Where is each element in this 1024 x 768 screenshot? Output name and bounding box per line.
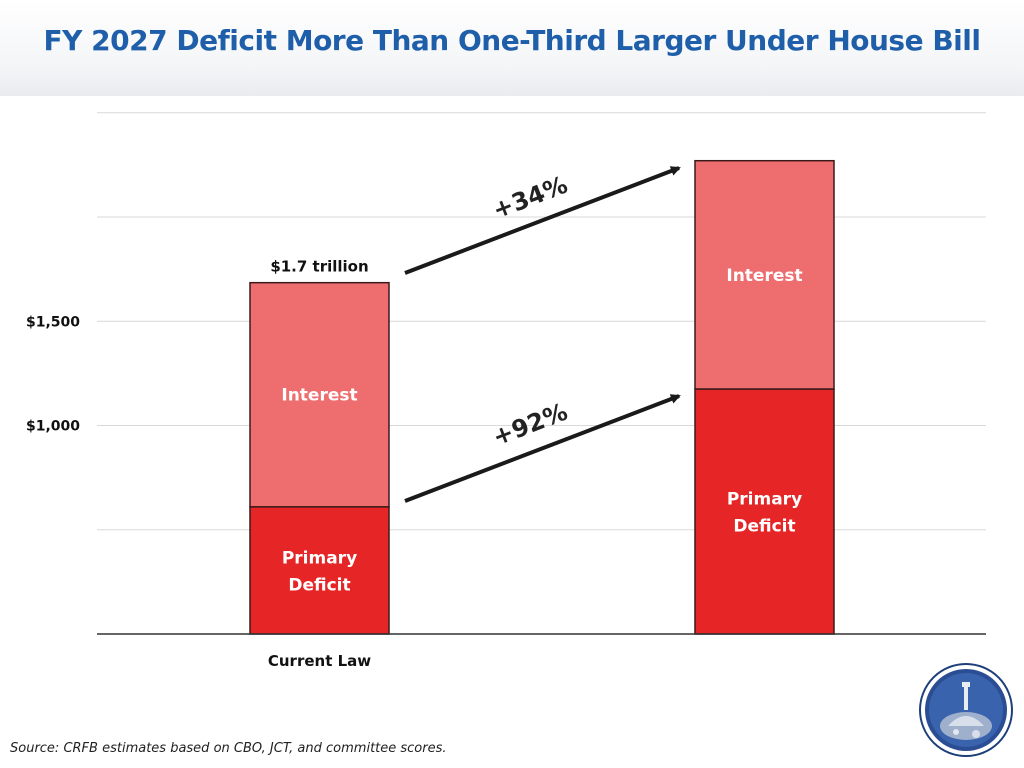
source-note: Source: CRFB estimates based on CBO, JCT…: [10, 741, 447, 756]
bar-segment-primary-deficit: [249, 506, 390, 635]
annotation-arrow: [404, 394, 681, 503]
annotation-arrow: [404, 166, 681, 275]
segment-label: Primary Deficit: [282, 548, 357, 595]
title-band: [0, 0, 1024, 96]
y-tick-label: $1,000: [26, 419, 80, 435]
bar-segment-interest: [694, 159, 835, 390]
y-tick-label: $1,500: [26, 314, 80, 330]
chart-title: FY 2027 Deficit More Than One-Third Larg…: [43, 24, 981, 57]
segment-label: Primary Deficit: [727, 490, 802, 537]
total-label: $1.7 trillion: [270, 258, 368, 276]
x-category-label: Current Law: [268, 652, 371, 670]
capitol-dome-seal-icon: [919, 663, 1013, 757]
annotation-label: +34%: [489, 171, 571, 225]
bar-segment-interest: [249, 281, 390, 508]
segment-label: Interest: [281, 386, 357, 406]
bar-segment-primary-deficit: [694, 388, 835, 635]
segment-label: Interest: [726, 266, 802, 286]
